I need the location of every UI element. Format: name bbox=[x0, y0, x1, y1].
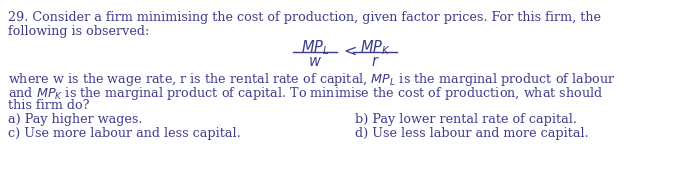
Text: $<$: $<$ bbox=[339, 43, 356, 58]
Text: b) Pay lower rental rate of capital.: b) Pay lower rental rate of capital. bbox=[355, 113, 577, 126]
Text: this firm do?: this firm do? bbox=[8, 99, 89, 112]
Text: $\mathit{MP_K}$: $\mathit{MP_K}$ bbox=[360, 38, 390, 57]
Text: $\mathit{r}$: $\mathit{r}$ bbox=[371, 54, 379, 69]
Text: $\mathit{MP_L}$: $\mathit{MP_L}$ bbox=[300, 38, 329, 57]
Text: following is observed:: following is observed: bbox=[8, 25, 149, 38]
Text: d) Use less labour and more capital.: d) Use less labour and more capital. bbox=[355, 127, 589, 140]
Text: 29. Consider a firm minimising the cost of production, given factor prices. For : 29. Consider a firm minimising the cost … bbox=[8, 11, 601, 24]
Text: $\mathit{w}$: $\mathit{w}$ bbox=[308, 54, 322, 69]
Text: and $\mathit{MP_K}$ is the marginal product of capital. To minimise the cost of : and $\mathit{MP_K}$ is the marginal prod… bbox=[8, 85, 604, 102]
Text: a) Pay higher wages.: a) Pay higher wages. bbox=[8, 113, 142, 126]
Text: where w is the wage rate, r is the rental rate of capital, $\mathit{MP_L}$ is th: where w is the wage rate, r is the renta… bbox=[8, 71, 615, 88]
Text: c) Use more labour and less capital.: c) Use more labour and less capital. bbox=[8, 127, 240, 140]
